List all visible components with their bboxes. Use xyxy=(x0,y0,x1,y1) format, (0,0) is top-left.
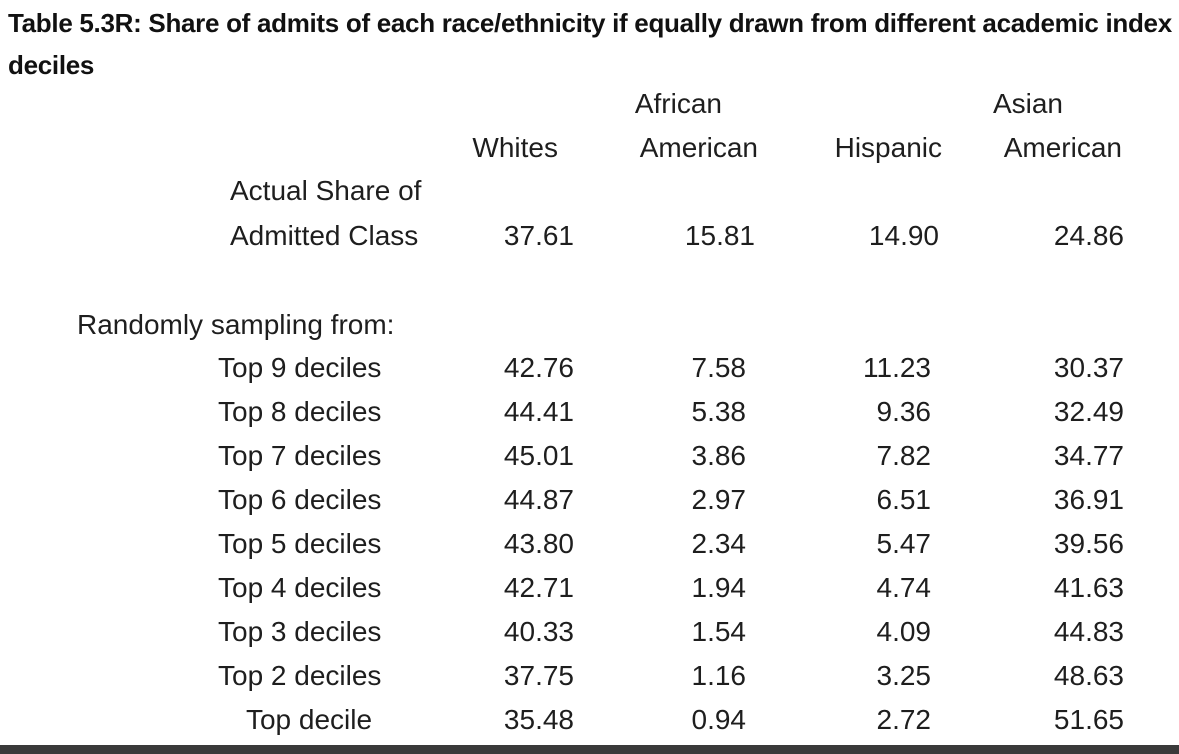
cell-hispanic: 6.51 xyxy=(876,484,932,515)
cell-whites: 43.80 xyxy=(503,528,574,559)
col-header-african-american-line1: African xyxy=(634,88,722,119)
cell-asian-american: 30.37 xyxy=(1053,352,1124,383)
cell-african-american: 1.54 xyxy=(691,616,747,647)
actual-share-label-line1: Actual Share of xyxy=(230,175,422,206)
cell-asian-american: 34.77 xyxy=(1053,440,1124,471)
cell-asian-american: 44.83 xyxy=(1053,616,1124,647)
row-label: Top 6 deciles xyxy=(218,484,382,515)
cell-african-american: 7.58 xyxy=(691,352,747,383)
actual-share-african-american: 15.81 xyxy=(684,220,755,251)
cell-whites: 44.41 xyxy=(503,396,574,427)
bottom-bar xyxy=(0,745,1179,754)
cell-hispanic: 4.09 xyxy=(876,616,932,647)
actual-share-asian-american: 24.86 xyxy=(1053,220,1124,251)
sampling-heading: Randomly sampling from: xyxy=(77,309,395,340)
cell-whites: 40.33 xyxy=(503,616,574,647)
cell-asian-american: 41.63 xyxy=(1053,572,1124,603)
cell-asian-american: 32.49 xyxy=(1053,396,1124,427)
cell-african-american: 1.16 xyxy=(691,660,747,691)
table-title: Table 5.3R: Share of admits of each race… xyxy=(8,8,1172,80)
actual-share-hispanic: 14.90 xyxy=(868,220,939,251)
cell-african-american: 1.94 xyxy=(691,572,747,603)
cell-hispanic: 4.74 xyxy=(876,572,932,603)
cell-hispanic: 11.23 xyxy=(863,352,931,383)
cell-hispanic: 5.47 xyxy=(876,528,932,559)
cell-whites: 45.01 xyxy=(503,440,574,471)
row-label: Top 5 deciles xyxy=(218,528,382,559)
cell-african-american: 5.38 xyxy=(691,396,747,427)
cell-whites: 42.71 xyxy=(503,572,574,603)
col-header-asian-american-line2: American xyxy=(1003,132,1122,163)
cell-asian-american: 39.56 xyxy=(1053,528,1124,559)
row-label: Top 4 deciles xyxy=(218,572,382,603)
cell-asian-american: 51.65 xyxy=(1053,704,1124,735)
cell-whites: 42.76 xyxy=(503,352,574,383)
cell-hispanic: 9.36 xyxy=(876,396,932,427)
actual-share-label-line2: Admitted Class xyxy=(230,220,419,251)
row-label: Top decile xyxy=(245,704,373,735)
row-label: Top 3 deciles xyxy=(218,616,382,647)
cell-hispanic: 3.25 xyxy=(876,660,932,691)
col-header-asian-american-line1: Asian xyxy=(992,88,1063,119)
row-label: Top 7 deciles xyxy=(218,440,382,471)
cell-whites: 44.87 xyxy=(503,484,574,515)
cell-hispanic: 7.82 xyxy=(876,440,932,471)
col-header-whites: Whites xyxy=(472,132,558,163)
cell-african-american: 2.34 xyxy=(691,528,747,559)
cell-african-american: 2.97 xyxy=(691,484,747,515)
col-header-hispanic: Hispanic xyxy=(834,132,942,163)
row-label: Top 2 deciles xyxy=(218,660,382,691)
cell-hispanic: 2.72 xyxy=(876,704,932,735)
cell-whites: 35.48 xyxy=(503,704,574,735)
cell-asian-american: 48.63 xyxy=(1053,660,1124,691)
cell-asian-american: 36.91 xyxy=(1053,484,1124,515)
cell-african-american: 3.86 xyxy=(691,440,747,471)
col-header-african-american-line2: American xyxy=(639,132,758,163)
row-label: Top 8 deciles xyxy=(218,396,382,427)
cell-african-american: 0.94 xyxy=(691,704,747,735)
row-label: Top 9 deciles xyxy=(218,352,382,383)
actual-share-whites: 37.61 xyxy=(503,220,574,251)
cell-whites: 37.75 xyxy=(503,660,574,691)
